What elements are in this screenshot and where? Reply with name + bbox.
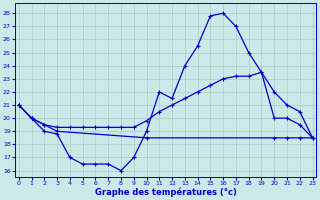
X-axis label: Graphe des températures (°c): Graphe des températures (°c): [95, 188, 236, 197]
